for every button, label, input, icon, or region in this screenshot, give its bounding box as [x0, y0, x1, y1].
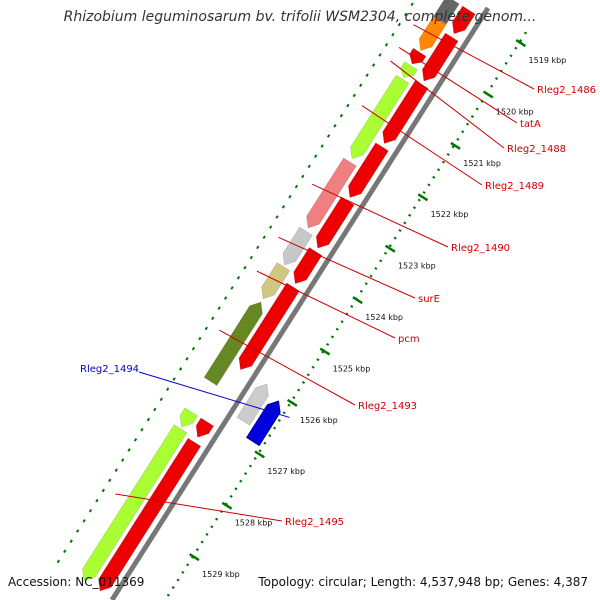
- cds-track-arrow: [98, 437, 202, 592]
- cds-track-arrow: [347, 142, 389, 199]
- feature-label-rleg2-1488: Rleg2_1488: [507, 144, 566, 155]
- scale-dotted-line: [163, 31, 528, 600]
- cds-track-arrow: [451, 5, 476, 35]
- genome-title: Rhizobium leguminosarum bv. trifolii WSM…: [63, 9, 537, 25]
- scale-tick-mark: [417, 193, 429, 202]
- scale-tick-label: 1523 kbp: [398, 262, 436, 271]
- gene-arrow-rleg2-1488: [400, 61, 418, 79]
- accession-text: Accession: NC_011369: [8, 575, 145, 589]
- callout-line-rleg2-1486: [413, 24, 535, 90]
- feature-label-rleg2-1486: Rleg2_1486: [537, 85, 596, 96]
- scale-tick-label: 1529 kbp: [202, 570, 240, 579]
- feature-label-rleg2-1495: Rleg2_1495: [285, 517, 344, 528]
- genome-backbone: [109, 6, 491, 600]
- callout-line-tata: [398, 47, 518, 124]
- cds-track-arrow: [238, 282, 300, 371]
- callout-line-rleg2-1494: [138, 371, 290, 418]
- scale-tick-label: 1519 kbp: [529, 56, 567, 65]
- scale-tick-label: 1520 kbp: [496, 107, 534, 116]
- scale-tick-mark: [188, 553, 200, 562]
- scale-tick-mark: [352, 296, 363, 305]
- feature-label-rleg2-1489: Rleg2_1489: [485, 181, 544, 192]
- scale-tick-label: 1528 kbp: [235, 519, 273, 528]
- topology-text: Topology: circular; Length: 4,537,948 bp…: [258, 575, 588, 589]
- gene-arrow-rleg2-1495: [179, 407, 199, 428]
- feature-label-pcm: pcm: [398, 334, 420, 345]
- callout-line-pcm: [256, 270, 396, 339]
- scale-tick-mark: [515, 39, 527, 48]
- callout-line-sure: [278, 236, 416, 299]
- scale-tick-mark: [319, 347, 331, 356]
- gene-arrow-tata: [409, 47, 427, 65]
- cds-track-arrow: [195, 417, 215, 438]
- cds-track-arrow: [421, 32, 459, 82]
- feature-label-rleg2-1490: Rleg2_1490: [451, 243, 510, 254]
- callout-line-rleg2-1493: [219, 329, 356, 406]
- cds-track-arrow: [293, 246, 323, 285]
- scale-tick-mark: [450, 141, 461, 150]
- scale-tick-mark: [221, 501, 233, 510]
- scale-tick-label: 1521 kbp: [463, 159, 501, 168]
- scale-tick-label: 1526 kbp: [300, 416, 338, 425]
- scale-tick-mark: [286, 398, 298, 407]
- callout-line-rleg2-1495: [115, 493, 283, 522]
- feature-label-tata: tatA: [520, 119, 541, 130]
- feature-label-rleg2-1494: Rleg2_1494: [80, 364, 139, 375]
- scale-tick-label: 1522 kbp: [431, 210, 469, 219]
- scale-tick-label: 1527 kbp: [267, 467, 305, 476]
- scale-tick-label: 1525 kbp: [333, 364, 371, 373]
- scale-tick-mark: [384, 244, 396, 253]
- gene-arrow-grey: [236, 383, 269, 426]
- callout-line-rleg2-1488: [390, 60, 505, 149]
- callout-line-rleg2-1489: [361, 105, 483, 186]
- scale-tick-mark: [254, 450, 265, 459]
- feature-label-rleg2-1493: Rleg2_1493: [358, 401, 417, 412]
- feature-tick-row: [55, 0, 417, 566]
- callout-line-rleg2-1490: [311, 183, 449, 248]
- gene-arrow-rleg2-1486: [418, 15, 447, 52]
- gene-arrow-rleg2-1493: [203, 301, 263, 387]
- scale-tick-mark: [482, 90, 494, 99]
- feature-label-sure: surE: [418, 294, 440, 305]
- scale-tick-label: 1524 kbp: [365, 313, 403, 322]
- gene-arrow-rleg2-1495: [82, 424, 188, 582]
